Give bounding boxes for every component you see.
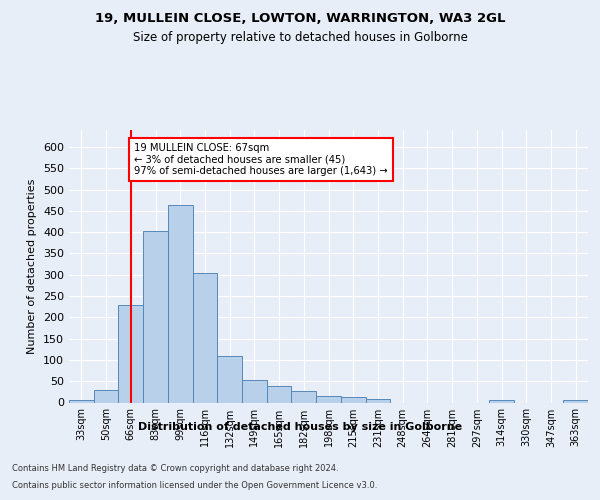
Bar [94, 390, 118, 402]
Text: Distribution of detached houses by size in Golborne: Distribution of detached houses by size … [138, 422, 462, 432]
Text: Contains HM Land Registry data © Crown copyright and database right 2024.: Contains HM Land Registry data © Crown c… [12, 464, 338, 473]
Text: Contains public sector information licensed under the Open Government Licence v3: Contains public sector information licen… [12, 481, 377, 490]
Bar [217, 356, 242, 403]
Bar [292, 392, 316, 402]
Bar [341, 398, 365, 402]
Bar [489, 400, 514, 402]
Bar [143, 231, 168, 402]
Bar [267, 386, 292, 402]
Bar [563, 400, 588, 402]
Bar [193, 272, 217, 402]
Bar [168, 206, 193, 402]
Bar [316, 396, 341, 402]
Text: Size of property relative to detached houses in Golborne: Size of property relative to detached ho… [133, 31, 467, 44]
Bar [118, 304, 143, 402]
Text: 19 MULLEIN CLOSE: 67sqm
← 3% of detached houses are smaller (45)
97% of semi-det: 19 MULLEIN CLOSE: 67sqm ← 3% of detached… [134, 143, 388, 176]
Text: 19, MULLEIN CLOSE, LOWTON, WARRINGTON, WA3 2GL: 19, MULLEIN CLOSE, LOWTON, WARRINGTON, W… [95, 12, 505, 26]
Bar [365, 399, 390, 402]
Bar [69, 400, 94, 402]
Y-axis label: Number of detached properties: Number of detached properties [28, 178, 37, 354]
Bar [242, 380, 267, 402]
